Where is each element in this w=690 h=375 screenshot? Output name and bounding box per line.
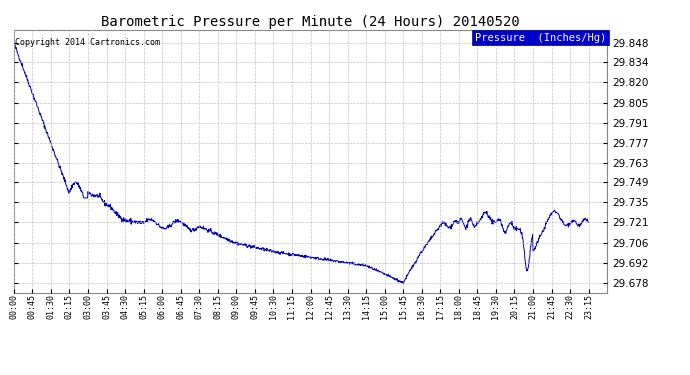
Title: Barometric Pressure per Minute (24 Hours) 20140520: Barometric Pressure per Minute (24 Hours… — [101, 15, 520, 29]
Text: Pressure  (Inches/Hg): Pressure (Inches/Hg) — [475, 33, 606, 43]
Text: Copyright 2014 Cartronics.com: Copyright 2014 Cartronics.com — [15, 38, 160, 47]
